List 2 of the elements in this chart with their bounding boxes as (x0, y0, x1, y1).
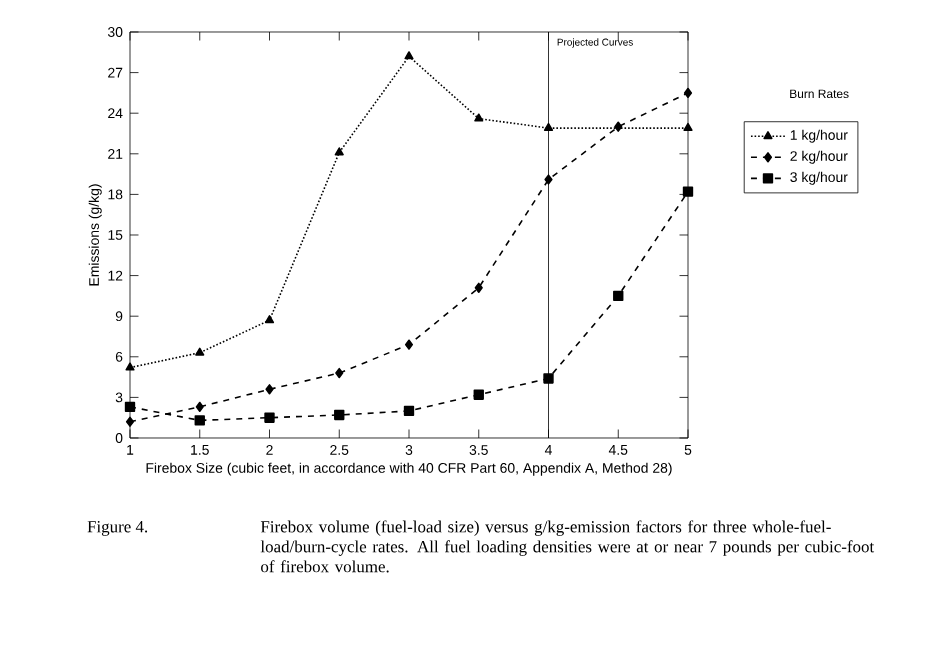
caption: Figure 4. (87, 521, 148, 536)
text: Firebox volume (fuel-load size) versus g/kg-emission factors for three whole-fuel-load/burn-cycle rates. All fuel loading densities were at or near 7 pounds per cubic-foot of firebox volume. (260, 520, 875, 573)
